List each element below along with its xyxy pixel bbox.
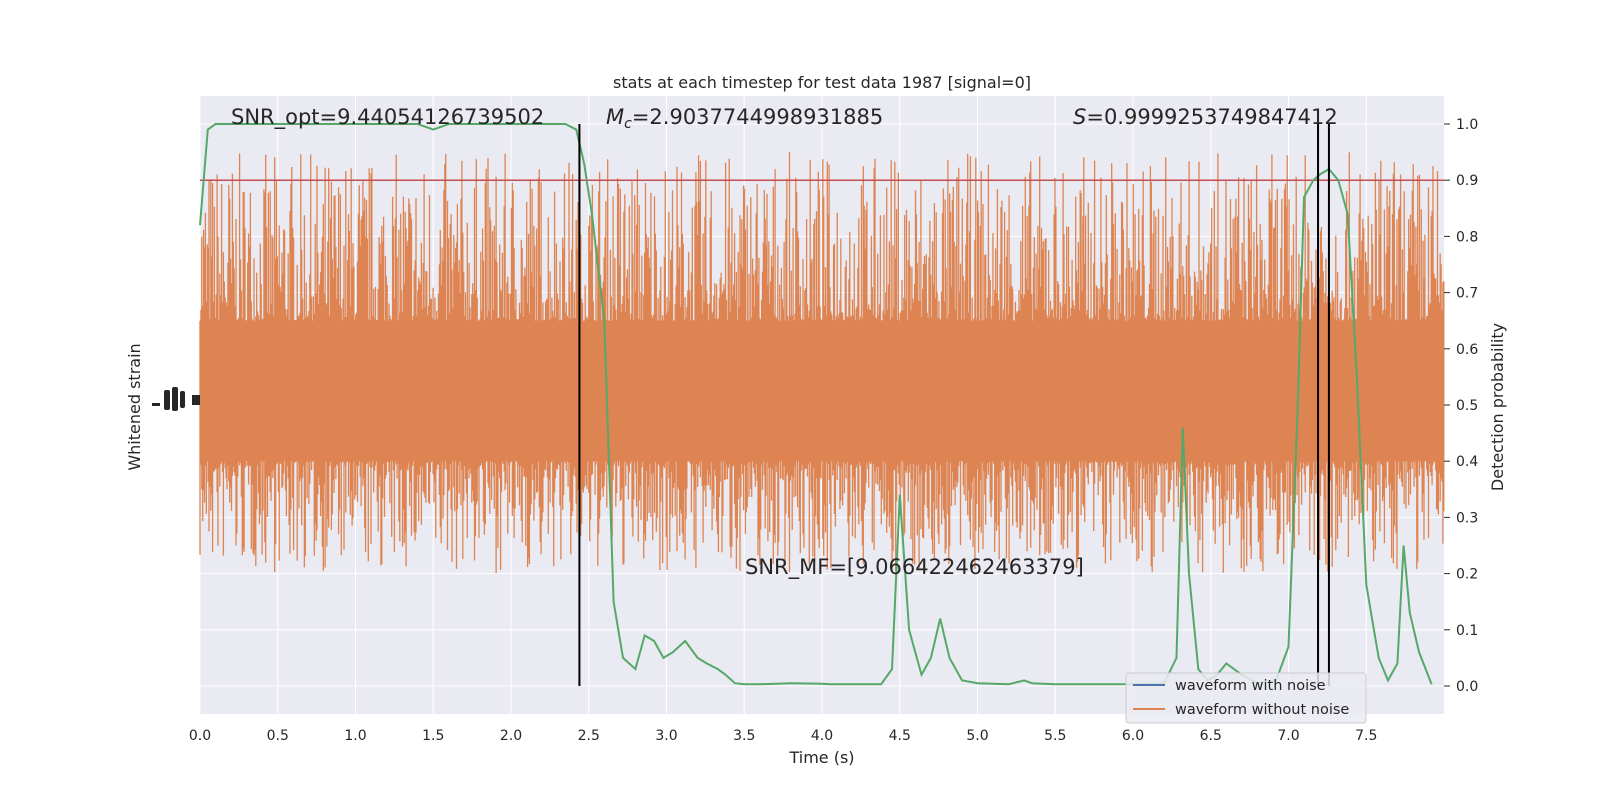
y-tick-label: 0.1	[1456, 623, 1478, 639]
x-tick-label: 5.0	[966, 728, 988, 744]
legend-label-with-noise: waveform with noise	[1175, 678, 1326, 694]
x-axis-label: Time (s)	[788, 748, 854, 767]
y-tick-label: 0.4	[1456, 454, 1478, 470]
y-tick-label: 0.5	[1456, 398, 1478, 414]
legend-box	[1125, 672, 1367, 724]
y-tick-label: 0.0	[1456, 679, 1478, 695]
y-tick-label: 0.6	[1456, 342, 1478, 358]
x-tick-label: 6.5	[1200, 728, 1222, 744]
snr-opt-annotation: SNR_opt=9.44054126739502	[231, 105, 544, 130]
x-tick-label: 6.0	[1122, 728, 1144, 744]
noise-spikes	[199, 152, 1445, 574]
y-tick-label: 0.9	[1456, 173, 1478, 189]
probability-line	[199, 123, 1433, 686]
probability-series	[199, 123, 1433, 686]
x-tick-label: 3.0	[655, 728, 677, 744]
y-tick-label: 0.2	[1456, 567, 1478, 583]
y-axis-label-left: Whitened strain	[125, 343, 144, 470]
legend-label-without-noise: waveform without noise	[1175, 702, 1349, 718]
x-tick-label: 3.5	[733, 728, 755, 744]
x-tick-label: 5.5	[1044, 728, 1066, 744]
x-tick-label: 1.5	[422, 728, 444, 744]
x-tick-label: 4.0	[811, 728, 833, 744]
x-tick-label: 7.0	[1277, 728, 1299, 744]
x-tick-label: 4.5	[889, 728, 911, 744]
x-tick-label: 1.0	[344, 728, 366, 744]
y-tick-label: 1.0	[1456, 117, 1478, 133]
vertical-markers	[578, 124, 1330, 686]
y-axis-label-right: Detection probability	[1488, 323, 1507, 491]
left-tick-glyph	[152, 387, 200, 411]
y-tick-label: 0.8	[1456, 229, 1478, 245]
y-tick-label: 0.7	[1456, 286, 1478, 302]
s-annotation: S=0.9999253749847412	[1073, 105, 1338, 129]
y-tick-label: 0.3	[1456, 510, 1478, 526]
x-tick-label: 0.0	[189, 728, 211, 744]
x-tick-label: 2.0	[500, 728, 522, 744]
x-tick-label: 2.5	[578, 728, 600, 744]
chirp-mass-annotation: Mc=2.9037744998931885	[606, 105, 883, 132]
snr-mf-annotation: SNR_MF=[9.066422462463379]	[745, 555, 1084, 580]
legend: waveform with noise waveform without noi…	[1125, 672, 1367, 724]
x-tick-label: 7.5	[1355, 728, 1377, 744]
x-tick-label: 0.5	[267, 728, 289, 744]
x-tick-labels: 0.0 0.5 1.0 1.5 2.0 2.5 3.0 3.5 4.0 4.5 5.0 5.5 6.0 6…	[189, 728, 1378, 744]
y-tick-labels-right: 0.0 0.1 0.2 0.3 0.4 0.5 0.6 0.7 0.8 0.9 1.0	[1444, 117, 1478, 695]
chart-title: stats at each timestep for test data 198…	[613, 73, 1031, 92]
waveform-without-noise-series	[199, 152, 1445, 574]
